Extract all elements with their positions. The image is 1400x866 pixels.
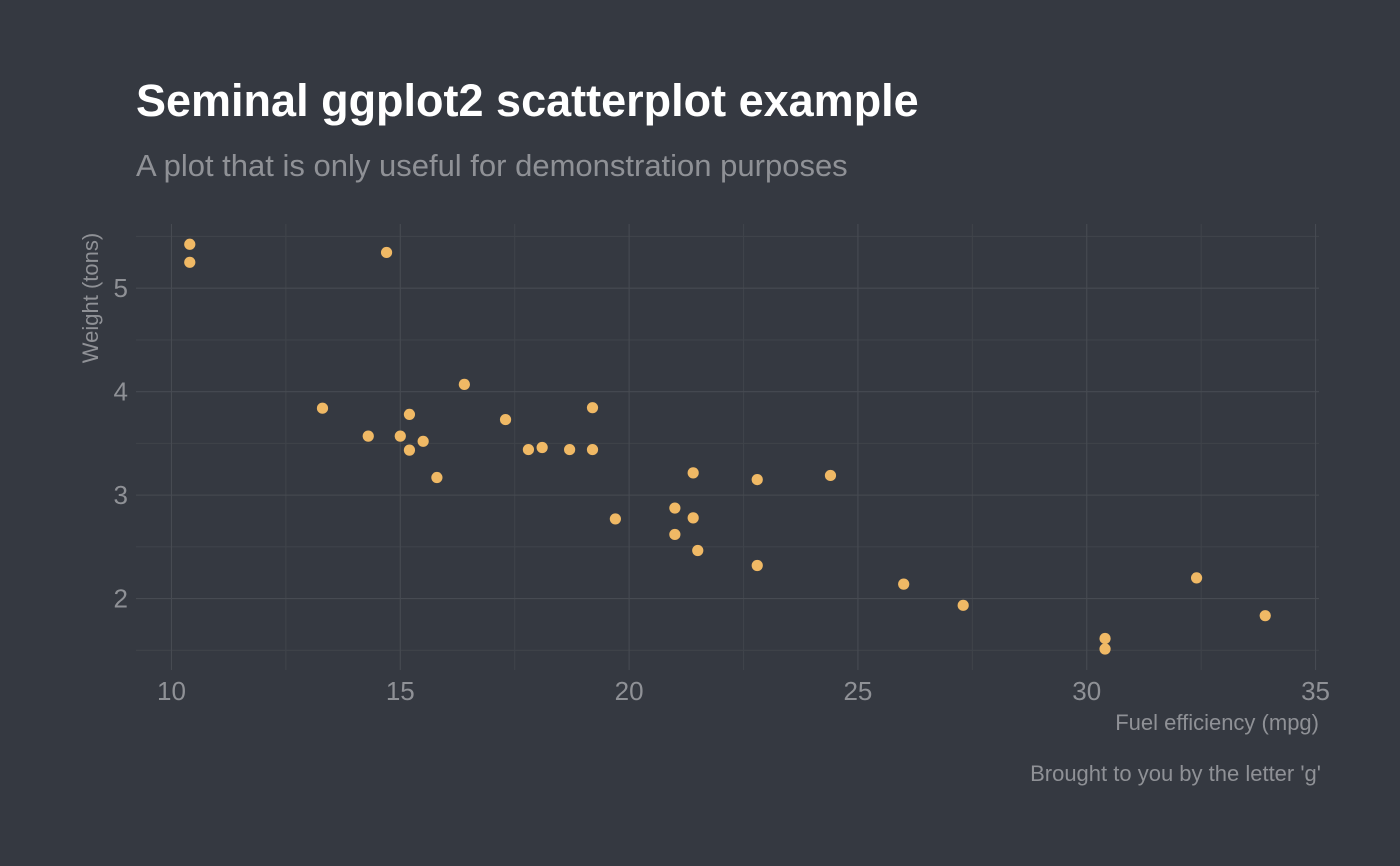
data-point	[669, 502, 681, 514]
x-axis-tick-labels: 10 15 20 25 30 35	[157, 676, 1330, 706]
data-point	[669, 528, 681, 541]
x-tick-label: 35	[1301, 676, 1330, 706]
y-tick-label: 3	[114, 480, 128, 510]
data-point	[898, 578, 910, 590]
data-point	[536, 441, 548, 454]
data-point	[692, 544, 704, 557]
data-point	[824, 469, 837, 482]
data-point	[362, 430, 374, 442]
data-point	[316, 402, 329, 414]
data-point	[957, 599, 969, 611]
data-point	[1190, 572, 1203, 584]
data-point	[380, 246, 393, 259]
data-point	[403, 408, 416, 421]
major-gridlines	[136, 224, 1319, 670]
data-point	[751, 559, 763, 572]
x-tick-label: 30	[1072, 676, 1101, 706]
y-tick-label: 5	[114, 273, 128, 303]
y-axis-title: Weight (tons)	[78, 233, 103, 363]
x-tick-label: 20	[615, 676, 644, 706]
data-point	[403, 444, 416, 456]
data-point	[522, 443, 535, 456]
data-point	[564, 443, 576, 456]
data-point	[184, 238, 196, 250]
x-tick-label: 15	[386, 676, 415, 706]
x-tick-label: 25	[843, 676, 872, 706]
data-point	[1099, 632, 1111, 645]
data-point	[609, 513, 621, 525]
y-tick-label: 2	[114, 584, 128, 614]
data-point	[751, 473, 763, 486]
data-point	[431, 471, 443, 484]
x-tick-label: 10	[157, 676, 186, 706]
data-point	[687, 467, 699, 479]
data-point	[586, 402, 599, 414]
data-point	[184, 256, 196, 268]
data-point	[417, 435, 429, 447]
data-point	[687, 512, 699, 524]
minor-gridlines	[136, 224, 1319, 670]
data-point	[499, 413, 512, 426]
data-point	[394, 430, 406, 442]
data-point	[586, 443, 599, 456]
y-axis-tick-labels: 2 3 4 5	[114, 273, 128, 613]
y-tick-label: 4	[114, 377, 128, 407]
data-point	[1259, 610, 1271, 622]
data-points	[184, 238, 1271, 655]
chart-title: Seminal ggplot2 scatterplot example	[136, 75, 919, 126]
x-axis-title: Fuel efficiency (mpg)	[1115, 710, 1319, 735]
chart-caption: Brought to you by the letter 'g'	[1030, 761, 1321, 786]
chart-subtitle: A plot that is only useful for demonstra…	[136, 148, 848, 183]
data-point	[458, 378, 470, 390]
data-point	[1099, 643, 1111, 655]
